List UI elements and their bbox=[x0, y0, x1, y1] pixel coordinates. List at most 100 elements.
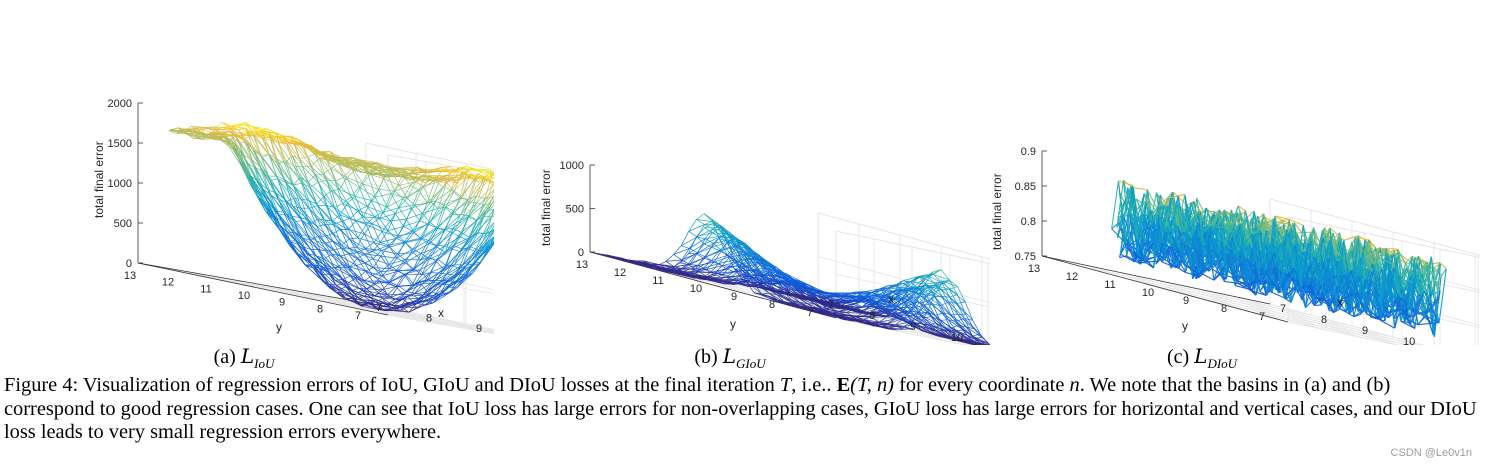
mesh-edge bbox=[453, 172, 463, 191]
mesh-edge bbox=[460, 199, 469, 215]
mesh-edge bbox=[449, 274, 459, 285]
mesh-edge bbox=[340, 229, 357, 248]
mesh-edge bbox=[325, 250, 335, 268]
mesh-edge bbox=[342, 203, 359, 211]
mesh-edge bbox=[405, 268, 414, 276]
mesh-edge bbox=[917, 284, 934, 291]
mesh-edge bbox=[471, 250, 480, 267]
mesh-edge bbox=[723, 276, 732, 282]
mesh-edge bbox=[825, 313, 842, 318]
mesh-edge bbox=[323, 258, 332, 268]
mesh-edge bbox=[895, 286, 912, 289]
mesh-edge bbox=[928, 322, 936, 326]
mesh-edge bbox=[169, 127, 179, 131]
surface-plot-b: 050010001312111098778910111213 total fin… bbox=[539, 160, 990, 345]
mesh-edge bbox=[422, 272, 431, 284]
mesh-edge bbox=[397, 270, 407, 276]
mesh-edge bbox=[320, 154, 337, 159]
mesh-edge bbox=[897, 311, 905, 315]
mesh-edge bbox=[347, 202, 364, 218]
mesh-edge bbox=[387, 226, 404, 232]
mesh-edge bbox=[423, 291, 432, 296]
mesh-edge bbox=[416, 166, 433, 174]
mesh-edge bbox=[776, 294, 786, 303]
mesh-edge bbox=[662, 270, 679, 275]
mesh-edge bbox=[440, 287, 457, 297]
mesh-edge bbox=[751, 256, 769, 274]
mesh-edge bbox=[319, 265, 328, 269]
mesh-edge bbox=[453, 244, 463, 250]
mesh-edge bbox=[908, 287, 918, 300]
mesh-edge bbox=[712, 227, 721, 234]
mesh-edge bbox=[362, 183, 379, 190]
mesh-edge bbox=[372, 251, 382, 257]
mesh-edge bbox=[263, 194, 281, 226]
mesh-edge bbox=[316, 203, 333, 222]
ytick-a-4: 9 bbox=[279, 297, 285, 309]
mesh-edge bbox=[354, 196, 364, 217]
mesh-edge bbox=[458, 169, 467, 174]
mesh-edge bbox=[699, 277, 716, 280]
mesh-edge bbox=[254, 167, 264, 190]
mesh-edge bbox=[395, 230, 413, 239]
xtick-a-1: 8 bbox=[426, 312, 432, 324]
mesh-edge bbox=[462, 249, 479, 266]
mesh-edge bbox=[238, 141, 256, 168]
mesh-edge bbox=[270, 194, 279, 201]
mesh-edge bbox=[951, 331, 968, 340]
mesh-edge bbox=[334, 207, 351, 219]
mesh-edge bbox=[934, 296, 944, 313]
mesh-edge bbox=[375, 301, 392, 306]
mesh-edge bbox=[446, 264, 463, 275]
mesh-edge bbox=[950, 324, 959, 329]
mesh-edge bbox=[695, 253, 704, 259]
mesh-edge bbox=[462, 246, 471, 265]
mesh-edge bbox=[324, 219, 334, 234]
mesh-edge bbox=[395, 226, 404, 239]
mesh-edge bbox=[784, 283, 801, 292]
mesh-edge bbox=[230, 127, 247, 144]
mesh-edge bbox=[334, 180, 352, 198]
mesh-edge bbox=[751, 256, 760, 273]
mesh-edge bbox=[269, 154, 279, 179]
mesh-edge bbox=[768, 267, 785, 284]
mesh-edge bbox=[744, 242, 762, 259]
mesh-edge bbox=[820, 302, 837, 307]
mesh-edge bbox=[762, 271, 771, 276]
mesh-edge bbox=[451, 189, 461, 199]
mesh-edge bbox=[309, 205, 318, 209]
mesh-edge bbox=[343, 283, 360, 300]
mesh-edge bbox=[245, 128, 255, 151]
mesh-edge bbox=[907, 302, 917, 312]
mesh-edge bbox=[366, 294, 376, 303]
mesh-edge bbox=[467, 169, 477, 179]
mesh-edge bbox=[356, 252, 374, 260]
mesh-edge bbox=[439, 274, 456, 283]
mesh-edge bbox=[339, 202, 348, 215]
mesh-edge bbox=[902, 276, 919, 282]
ztick-a-2: 1000 bbox=[108, 178, 132, 190]
mesh-edge bbox=[429, 247, 438, 260]
mesh-edge bbox=[382, 289, 391, 298]
mesh-edge bbox=[739, 275, 747, 281]
mesh-edge bbox=[381, 275, 391, 283]
mesh-edge bbox=[271, 203, 281, 226]
mesh-edge bbox=[360, 304, 377, 306]
mesh-edge bbox=[451, 197, 461, 215]
mesh-edge bbox=[470, 246, 479, 251]
mesh-edge bbox=[318, 157, 336, 182]
mesh-edge bbox=[316, 226, 334, 242]
mesh-edge bbox=[912, 313, 921, 324]
ytick-a-5: 8 bbox=[317, 303, 323, 315]
mesh-edge bbox=[941, 280, 958, 287]
mesh-edge bbox=[286, 214, 303, 239]
mesh-edge bbox=[403, 226, 413, 232]
mesh-edge bbox=[386, 206, 396, 214]
mesh-edge bbox=[416, 175, 424, 179]
mesh-edge bbox=[786, 304, 803, 309]
mesh-edge bbox=[348, 247, 366, 255]
mesh-edge bbox=[908, 292, 917, 298]
mesh-edge bbox=[840, 294, 849, 301]
mesh-edge bbox=[704, 222, 714, 229]
mesh-edge bbox=[382, 281, 391, 290]
